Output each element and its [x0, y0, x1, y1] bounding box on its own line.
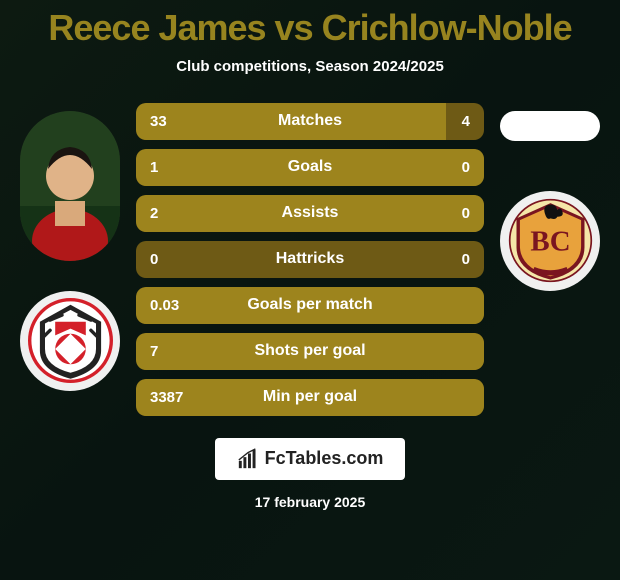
stat-row-assists: 2 Assists 0: [136, 195, 484, 232]
left-player-column: [10, 103, 130, 391]
right-player-flag: [500, 111, 600, 141]
svg-text:BC: BC: [530, 226, 570, 258]
stat-right-value: 0: [462, 205, 470, 222]
stat-row-goals-per-match: 0.03 Goals per match: [136, 287, 484, 324]
stat-label: Goals per match: [136, 296, 484, 314]
page-subtitle: Club competitions, Season 2024/2025: [176, 58, 444, 75]
right-player-column: BC: [490, 103, 610, 291]
comparison-card: Reece James vs Crichlow-Noble Club compe…: [0, 0, 620, 580]
footer-date: 17 february 2025: [255, 494, 366, 510]
footer: FcTables.com 17 february 2025: [215, 438, 406, 510]
stat-label: Shots per goal: [136, 342, 484, 360]
stat-row-shots-per-goal: 7 Shots per goal: [136, 333, 484, 370]
stat-label: Assists: [136, 204, 484, 222]
left-club-badge: [20, 291, 120, 391]
stat-row-matches: 33 Matches 4: [136, 103, 484, 140]
stat-label: Min per goal: [136, 388, 484, 406]
stat-row-hattricks: 0 Hattricks 0: [136, 241, 484, 278]
page-title: Reece James vs Crichlow-Noble: [48, 8, 571, 48]
right-club-badge: BC: [500, 191, 600, 291]
stat-right-value: 0: [462, 159, 470, 176]
left-player-photo: [20, 111, 120, 261]
bar-chart-icon: [237, 448, 259, 470]
stat-label: Matches: [136, 112, 484, 130]
stats-list: 33 Matches 4 1 Goals 0 2 Assists 0 0 Hat…: [130, 103, 490, 416]
stat-label: Goals: [136, 158, 484, 176]
stat-row-min-per-goal: 3387 Min per goal: [136, 379, 484, 416]
stat-label: Hattricks: [136, 250, 484, 268]
stat-right-value: 0: [462, 251, 470, 268]
stat-row-goals: 1 Goals 0: [136, 149, 484, 186]
stat-right-value: 4: [462, 113, 470, 130]
stats-area: 33 Matches 4 1 Goals 0 2 Assists 0 0 Hat…: [0, 103, 620, 416]
brand-text: FcTables.com: [265, 448, 384, 469]
brand-link[interactable]: FcTables.com: [215, 438, 406, 480]
